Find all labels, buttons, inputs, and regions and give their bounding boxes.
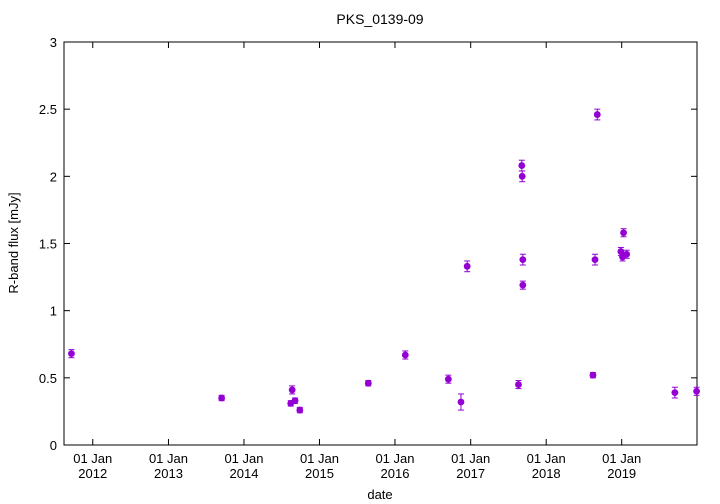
data-point [593,111,601,118]
data-point [693,387,700,395]
data-point [671,389,679,397]
x-axis-label: date [367,487,392,502]
data-point [288,386,296,394]
x-tick-label-date: 01 Jan [224,451,263,466]
x-tick-label-date: 01 Jan [375,451,414,466]
data-point [519,256,527,264]
y-tick-label: 1.5 [39,237,57,252]
data-point [218,394,226,402]
data-point [457,398,465,406]
x-tick-label-year: 2014 [230,466,259,481]
y-axis-label: R-band flux [mJy] [6,192,21,293]
x-tick-label-date: 01 Jan [73,451,112,466]
data-point [519,281,527,289]
y-tick-label: 0 [50,438,57,453]
x-tick-label-year: 2019 [607,466,636,481]
y-tick-label: 1 [50,304,57,319]
x-tick-label-year: 2016 [381,466,410,481]
data-point [463,262,471,270]
data-point [291,397,299,405]
data-point [444,375,452,383]
x-tick-label-date: 01 Jan [149,451,188,466]
data-point [589,371,597,379]
data-point [401,351,409,359]
x-tick-label-date: 01 Jan [602,451,641,466]
data-point [623,250,631,258]
x-tick-label-year: 2018 [532,466,561,481]
data-point [518,172,526,180]
data-point [620,229,627,237]
x-tick-label-date: 01 Jan [300,451,339,466]
x-tick-label-year: 2015 [305,466,334,481]
data-point [296,406,304,414]
x-tick-label-date: 01 Jan [527,451,566,466]
y-tick-label: 3 [50,35,57,50]
plot-frame [63,41,698,446]
y-tick-label: 0.5 [39,371,57,386]
data-point [518,162,526,169]
chart-title: PKS_0139-09 [336,11,423,27]
data-point [68,350,75,358]
x-tick-label-year: 2012 [78,466,107,481]
y-tick-label: 2.5 [39,102,57,117]
data-point [364,379,372,387]
data-point [515,381,522,388]
y-tick-label: 2 [50,169,57,184]
x-tick-label-date: 01 Jan [451,451,490,466]
x-tick-label-year: 2017 [456,466,485,481]
data-point [591,256,599,264]
x-tick-label-year: 2013 [154,466,183,481]
